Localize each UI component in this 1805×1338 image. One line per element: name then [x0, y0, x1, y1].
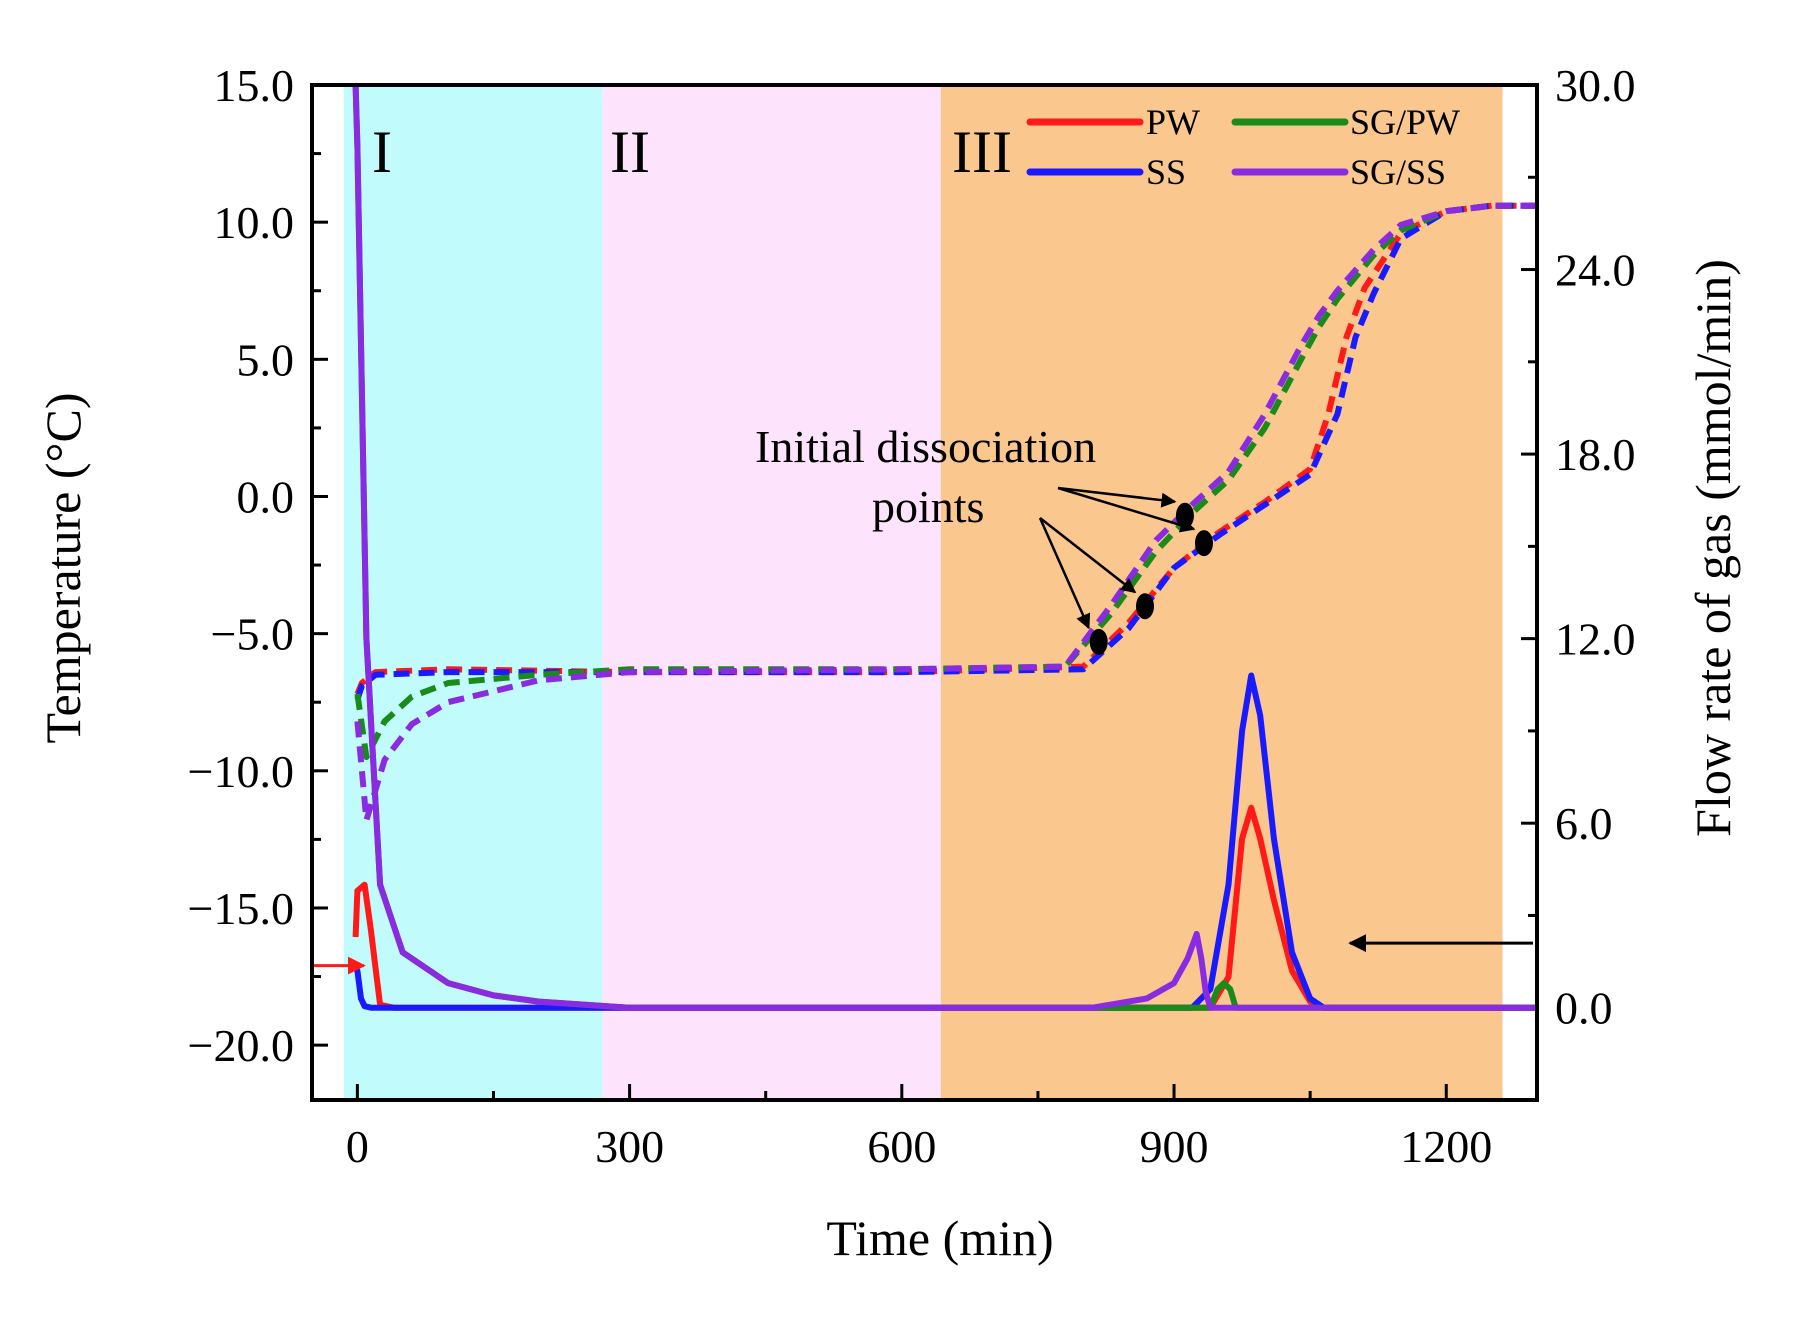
legend-label-pw: PW — [1146, 102, 1200, 142]
temperature-line-sg-pw — [354, 202, 1537, 761]
region-labels: I II III — [372, 119, 1012, 185]
legend-label-sg-ss: SG/SS — [1350, 152, 1446, 192]
ticks-layer: 0 300 600 900 1200 15.0 10.0 5.0 0.0 −5.0 −10.0 −15… — [188, 60, 1636, 1172]
annotation-arrow — [1057, 486, 1177, 508]
series-group — [352, 85, 1537, 1011]
y-left-tick-label: 15.0 — [214, 60, 295, 111]
y-left-tick-label: −15.0 — [188, 883, 294, 934]
y-axis-left-title: Temperature (°C) — [35, 392, 91, 743]
y-right-tick-label: 6.0 — [1555, 798, 1613, 849]
legend-label-ss: SS — [1146, 152, 1186, 192]
temperature-line-ss — [354, 202, 1537, 701]
region-label-iii: III — [952, 119, 1012, 185]
dissociation-point — [1089, 628, 1108, 655]
regions-layer — [343, 85, 1503, 1100]
y-right-tick-label: 0.0 — [1555, 983, 1613, 1034]
legend-label-sg-pw: SG/PW — [1350, 102, 1460, 142]
annotation-arrow — [1038, 517, 1091, 630]
y-left-tick-label: −5.0 — [211, 609, 294, 660]
legend: PW SG/PW SS SG/SS — [1026, 102, 1460, 192]
region-i — [343, 85, 603, 1100]
annotation-line-1: Initial dissociation — [755, 421, 1096, 472]
y-right-tick-label: 12.0 — [1555, 614, 1636, 665]
dissociation-point — [1136, 593, 1154, 620]
y-right-tick-label: 18.0 — [1555, 429, 1636, 480]
y-axis-right-title: Flow rate of gas (mmol/min) — [1685, 259, 1741, 837]
y-left-tick-label: 10.0 — [214, 197, 295, 248]
x-tick-label-600: 600 — [867, 1121, 936, 1172]
annotation-arrow — [1039, 517, 1137, 594]
x-tick-label-1200: 1200 — [1400, 1121, 1492, 1172]
y-left-tick-label: −20.0 — [188, 1020, 294, 1071]
x-axis-title: Time (min) — [826, 1210, 1053, 1266]
flow-line-ss — [353, 672, 1537, 1011]
flow-line-sg-ss — [352, 85, 1537, 1011]
x-tick-label-300: 300 — [595, 1121, 664, 1172]
region-ii — [602, 85, 941, 1100]
annotation: Initial dissociation points — [314, 421, 1533, 975]
x-tick-label-900: 900 — [1140, 1121, 1209, 1172]
y-left-tick-label: 0.0 — [237, 471, 295, 522]
annotation-arrow — [1057, 486, 1196, 533]
annotation-line-2: points — [872, 481, 984, 532]
plot-frame — [310, 83, 1539, 1102]
region-iii — [940, 85, 1503, 1100]
y-right-tick-label: 30.0 — [1555, 60, 1636, 111]
region-label-i: I — [372, 119, 392, 185]
y-left-tick-label: −10.0 — [188, 746, 294, 797]
region-label-ii: II — [610, 119, 650, 185]
x-tick-label-0: 0 — [346, 1121, 369, 1172]
y-right-tick-label: 24.0 — [1555, 245, 1636, 296]
dissociation-point — [1194, 530, 1213, 557]
series-layer — [352, 85, 1537, 1011]
y-left-tick-label: 5.0 — [237, 334, 295, 385]
axis-titles: Time (min) Temperature (°C) Flow rate of… — [35, 259, 1741, 1266]
